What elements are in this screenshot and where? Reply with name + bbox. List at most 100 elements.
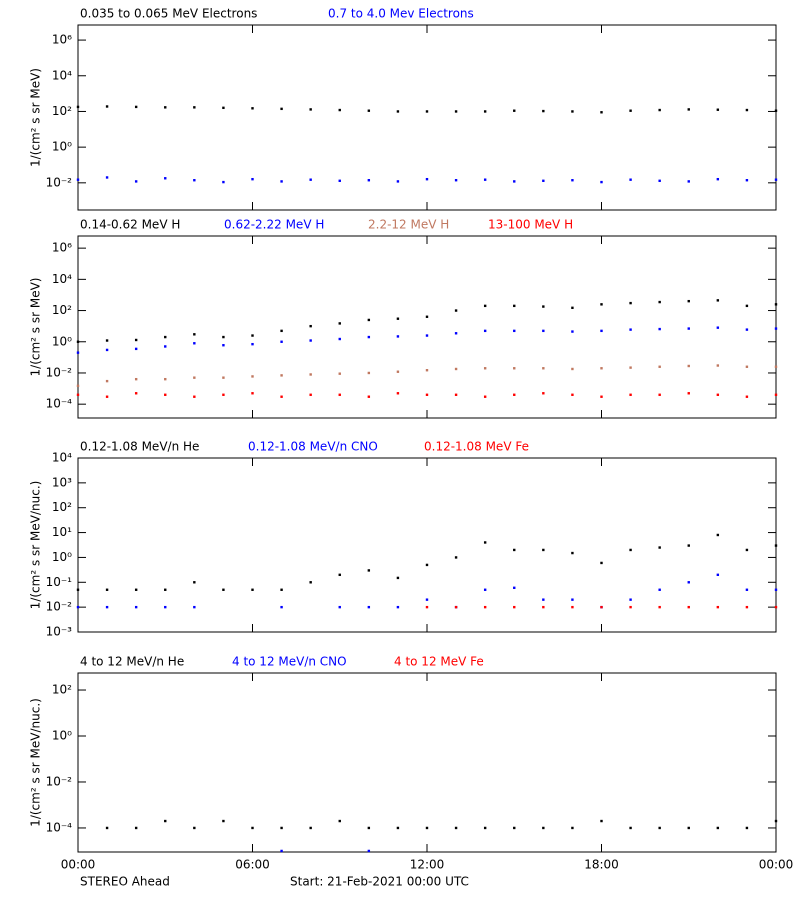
data-point (600, 395, 603, 398)
data-point (425, 563, 429, 567)
data-point (76, 605, 80, 609)
data-point (338, 108, 341, 112)
data-point (367, 179, 371, 182)
data-point (513, 180, 516, 183)
data-point (716, 108, 720, 111)
footer-start: Start: 21-Feb-2021 00:00 UTC (290, 875, 469, 889)
data-point (483, 541, 487, 544)
data-point (600, 303, 603, 306)
data-point (774, 393, 778, 396)
data-point (367, 849, 371, 853)
x-tick-label: 18:00 (584, 858, 619, 872)
x-tick-label: 00:00 (759, 858, 794, 872)
data-point (774, 365, 778, 368)
y-tick-label: 10⁻⁴ (46, 397, 73, 411)
data-point (571, 306, 574, 310)
data-point (134, 347, 138, 351)
data-point (658, 179, 661, 182)
data-point (774, 303, 778, 306)
data-point (222, 344, 225, 347)
data-point (571, 605, 574, 609)
data-point (164, 177, 167, 180)
data-point (338, 337, 341, 341)
data-point (251, 588, 254, 591)
data-point (774, 327, 778, 330)
data-point (164, 335, 167, 339)
data-point (164, 819, 167, 823)
y-tick-label: 10⁴ (52, 451, 72, 465)
data-point (629, 178, 632, 181)
data-point (425, 110, 429, 113)
data-point (571, 110, 574, 113)
data-point (164, 345, 167, 348)
data-point (280, 107, 283, 111)
data-point (687, 605, 690, 609)
data-point (193, 395, 196, 398)
data-point (76, 588, 80, 591)
data-point (774, 588, 778, 591)
x-tick-label: 06:00 (235, 858, 270, 872)
data-point (222, 376, 225, 379)
data-point (483, 304, 487, 308)
y-tick-label: 10³ (52, 475, 72, 489)
data-point (164, 605, 167, 609)
data-point (280, 826, 283, 830)
data-point (745, 328, 749, 331)
data-point (629, 605, 632, 609)
data-point (483, 588, 487, 591)
x-tick-label: 00:00 (61, 858, 96, 872)
data-point (396, 605, 400, 609)
data-point (687, 364, 690, 368)
data-point (105, 176, 109, 179)
data-point (425, 605, 429, 609)
legend-entry: 0.12-1.08 MeV Fe (424, 440, 529, 454)
data-point (658, 826, 661, 830)
y-tick-label: 10⁴ (52, 272, 72, 286)
data-point (629, 328, 632, 331)
data-point (193, 179, 196, 182)
data-point (251, 342, 254, 346)
plot-frame (77, 235, 777, 419)
data-point (309, 178, 312, 181)
data-point (687, 108, 690, 111)
y-tick-label: 10¹ (52, 525, 72, 539)
data-point (745, 605, 749, 609)
data-point (745, 395, 749, 398)
data-point (454, 393, 458, 396)
data-point (571, 330, 574, 333)
data-point (687, 581, 690, 584)
y-tick-label: 10⁰ (52, 334, 72, 348)
data-point (629, 393, 632, 396)
data-point (454, 309, 458, 312)
data-point (542, 109, 545, 113)
data-point (716, 826, 720, 830)
data-point (367, 109, 371, 112)
data-point (105, 379, 109, 383)
data-point (600, 180, 603, 184)
data-point (338, 819, 341, 823)
footer-spacecraft: STEREO Ahead (80, 875, 170, 889)
data-point (105, 826, 109, 830)
data-point (76, 340, 80, 343)
data-point (513, 304, 516, 308)
data-point (251, 107, 254, 110)
data-point (745, 108, 749, 112)
data-point (280, 588, 283, 591)
data-point (658, 605, 661, 609)
data-point (687, 299, 690, 303)
data-point (309, 393, 312, 396)
data-point (658, 327, 661, 331)
data-point (280, 329, 283, 333)
data-point (716, 326, 720, 329)
data-point (687, 327, 690, 330)
data-point (76, 393, 80, 396)
y-tick-label: 10⁶ (52, 33, 72, 47)
y-tick-label: 10⁻¹ (46, 575, 73, 589)
y-tick-label: 10⁴ (52, 68, 72, 82)
y-tick-label: 10⁶ (52, 241, 72, 255)
data-point (425, 369, 429, 372)
data-point (309, 108, 312, 111)
data-point (542, 329, 545, 333)
y-axis-label: 1/(cm² s sr MeV) (29, 278, 43, 377)
data-point (134, 588, 138, 591)
